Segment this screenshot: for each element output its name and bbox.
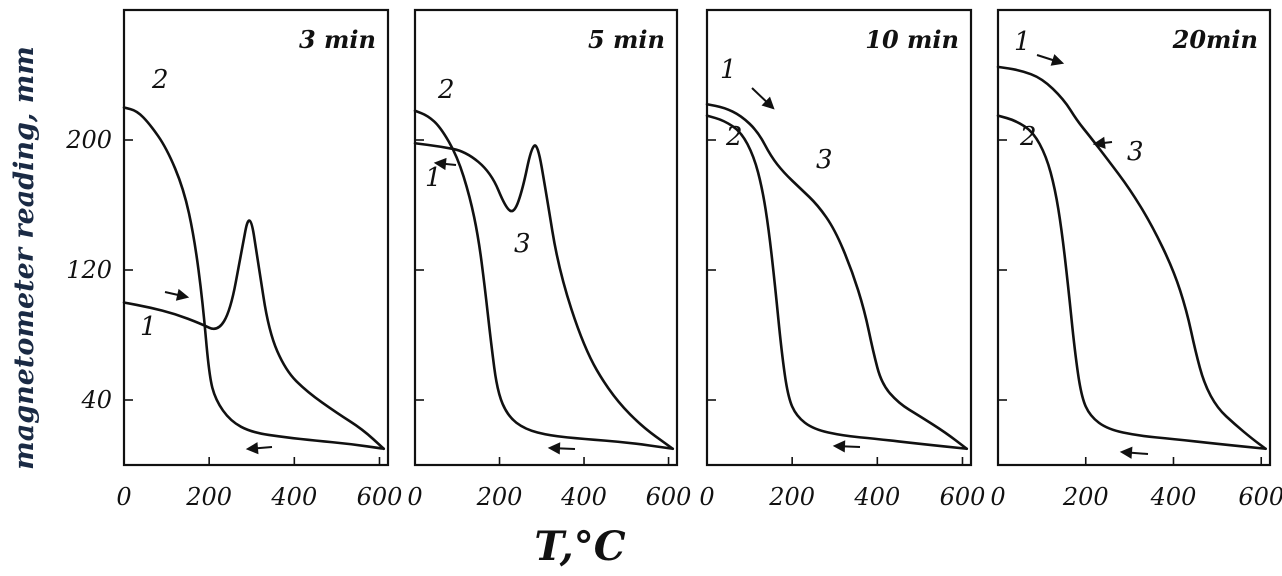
- x-tick-label: 200: [768, 483, 815, 511]
- y-tick-label: 120: [66, 256, 112, 284]
- panel-title: 20min: [1172, 25, 1258, 54]
- x-tick-label: 400: [853, 483, 900, 511]
- panel-title: 10 min: [865, 25, 959, 54]
- curve-label-1: 1: [425, 163, 442, 193]
- direction-arrowhead: [1119, 446, 1133, 459]
- series-line-2: [122, 106, 386, 451]
- curve-label-1: 1: [140, 312, 157, 342]
- panel-4: 20min 0 200 400 600 1 2 3: [990, 8, 1282, 511]
- plot-frame: [996, 8, 1272, 467]
- series-line-2: [996, 114, 1267, 451]
- direction-arrowhead: [832, 440, 846, 453]
- y-tick-label: 200: [65, 126, 112, 154]
- panel-1: 3 min 0 200 400 600 40 120 200 1 2: [65, 8, 403, 511]
- panel-title: 5 min: [588, 25, 665, 54]
- x-tick-label: 600: [646, 483, 692, 511]
- direction-arrowhead: [245, 442, 259, 455]
- x-tick-label: 400: [270, 483, 317, 511]
- plot-frame: [122, 8, 390, 467]
- panel-3: 10 min 0 200 400 600 1 2 3: [699, 8, 986, 511]
- x-tick-label: 600: [357, 483, 403, 511]
- curve-label-3: 3: [514, 229, 531, 259]
- y-tick-label: 40: [80, 386, 112, 414]
- series-line-1: [122, 219, 386, 451]
- direction-arrowhead: [547, 442, 561, 455]
- panel-2: 5 min 0 200 400 600 1 2 3: [407, 8, 692, 511]
- series-line-2: [705, 114, 969, 451]
- curve-label-2: 2: [437, 75, 455, 105]
- x-tick-label: 200: [476, 483, 523, 511]
- y-axis-label: magnetometer reading, mm: [9, 46, 40, 470]
- series-line-1: [413, 141, 675, 451]
- direction-arrowhead: [175, 288, 190, 301]
- plot-frame: [705, 8, 973, 467]
- curve-label-2: 2: [151, 65, 169, 95]
- curve-label-3: 3: [1127, 137, 1144, 167]
- plot-frame: [413, 8, 679, 467]
- x-tick-label: 400: [1150, 483, 1197, 511]
- direction-arrowhead: [1092, 136, 1106, 149]
- series-line-1: [705, 102, 969, 451]
- series-line-2: [413, 109, 675, 451]
- curve-label-3: 3: [816, 145, 833, 175]
- direction-arrowhead: [761, 96, 775, 110]
- x-tick-label: 400: [560, 483, 607, 511]
- x-tick-label: 600: [1238, 483, 1282, 511]
- direction-arrowhead: [433, 157, 447, 171]
- x-tick-label: 200: [185, 483, 232, 511]
- x-tick-label: 600: [940, 483, 986, 511]
- curve-label-1: 1: [1014, 27, 1031, 57]
- x-tick-label: 200: [1062, 483, 1109, 511]
- series-line-1: [996, 65, 1267, 451]
- x-tick-label: 0: [699, 483, 714, 511]
- curve-label-2: 2: [1019, 122, 1037, 152]
- curve-label-2: 2: [725, 122, 743, 152]
- x-axis-label: T,°C: [534, 523, 625, 570]
- x-tick-label: 0: [116, 483, 131, 511]
- x-tick-label: 0: [407, 483, 422, 511]
- panel-title: 3 min: [299, 25, 376, 54]
- curve-label-1: 1: [720, 55, 737, 85]
- x-tick-label: 0: [990, 483, 1005, 511]
- direction-arrowhead: [1050, 54, 1065, 66]
